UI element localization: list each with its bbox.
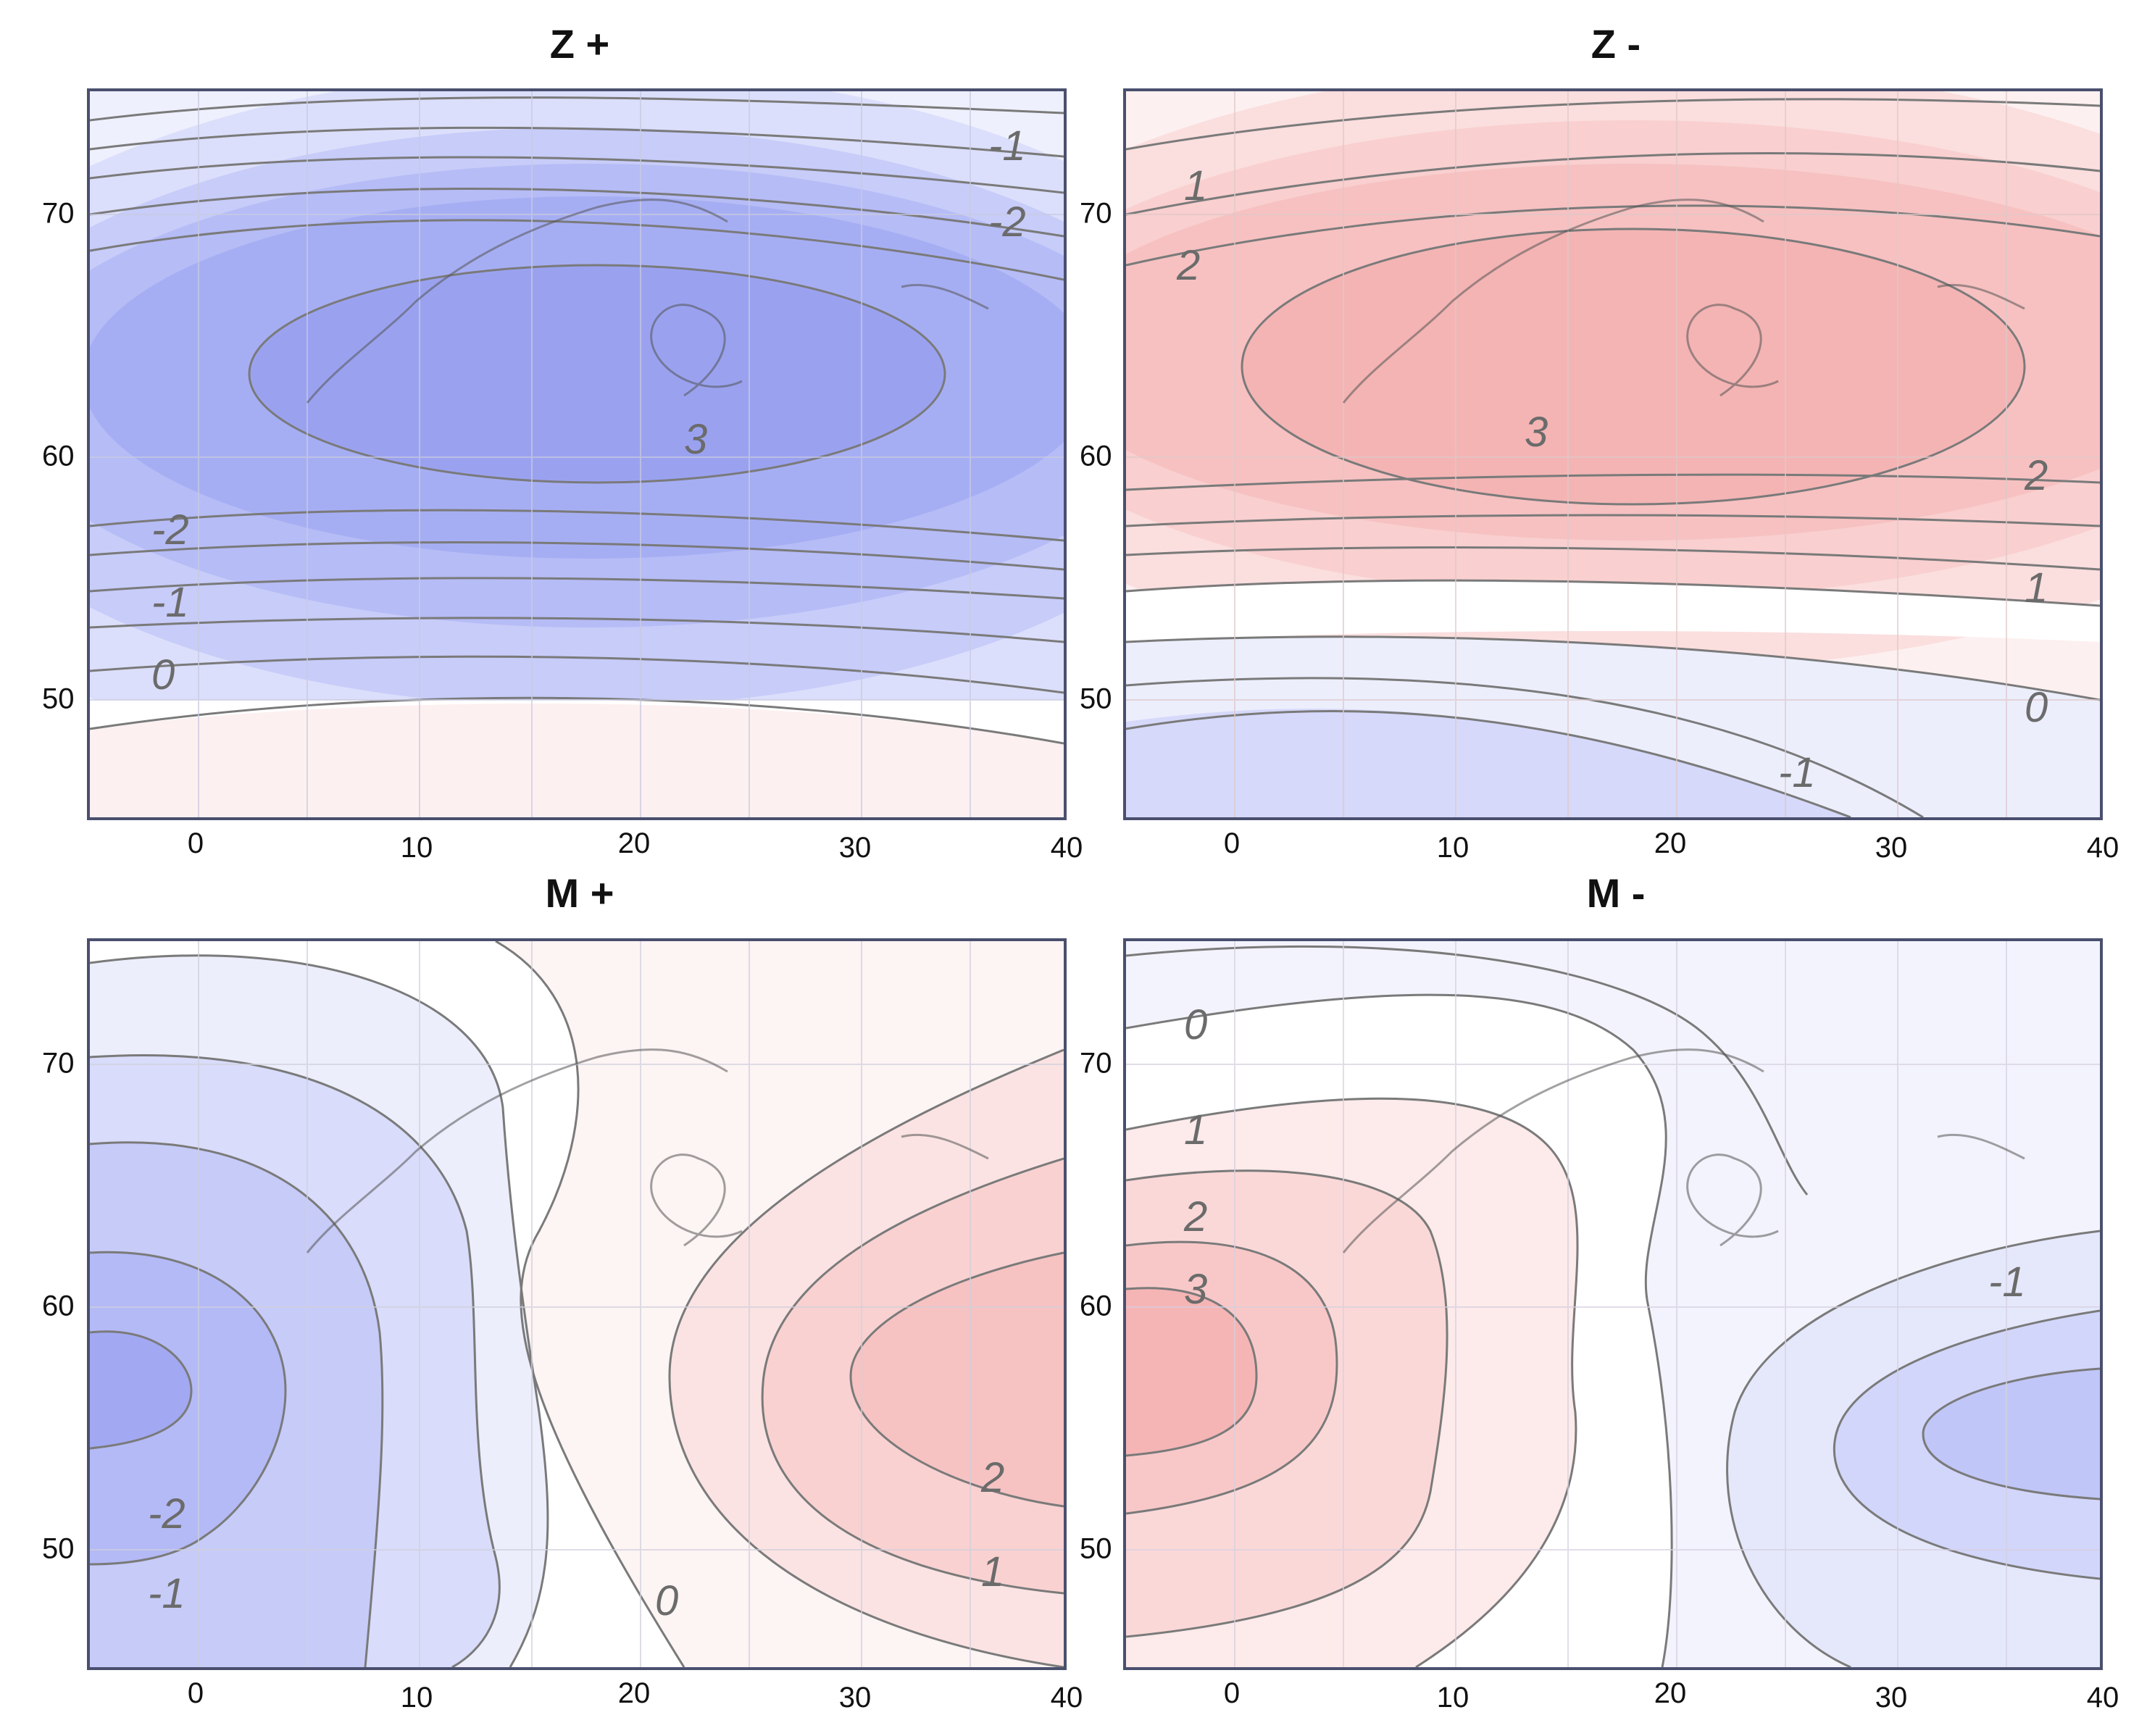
panel-title-zplus: Z +: [549, 21, 610, 67]
map-zminus: 1 2 3 2 1 0 -1: [1123, 88, 2103, 820]
x-tick-label: 0: [187, 827, 204, 859]
x-tick-label: 0: [1223, 1677, 1241, 1709]
x-tick-label: 20: [1654, 1677, 1687, 1709]
contour-label: -2: [148, 1490, 185, 1537]
contour-label: -1: [148, 1570, 185, 1617]
x-tick-label: 0: [187, 1677, 204, 1709]
x-tick-label: 40: [1050, 832, 1083, 864]
y-tick-label: 50: [42, 1532, 75, 1565]
y-tick-label: 50: [42, 683, 75, 715]
y-tick-label: 50: [1080, 683, 1112, 715]
contour-label: 2: [1176, 242, 1200, 289]
contour-label: 2: [2024, 452, 2048, 499]
contour-label: -1: [1778, 749, 1816, 796]
contour-label: -1: [151, 579, 189, 626]
x-tick-label: 10: [400, 832, 433, 864]
panel-title-mminus: M -: [1586, 870, 1646, 916]
contour-label: 1: [981, 1548, 1004, 1595]
y-tick-label: 70: [42, 197, 75, 230]
contour-label: -2: [988, 199, 1026, 246]
contour-label: 1: [1184, 162, 1207, 209]
y-tick-label: 60: [1080, 1290, 1112, 1322]
y-tick-label: 60: [1080, 440, 1112, 472]
contour-label: 3: [684, 416, 707, 463]
x-tick-label: 10: [1436, 1682, 1469, 1714]
x-tick-label: 10: [1436, 832, 1469, 864]
contour-label: 2: [980, 1454, 1004, 1501]
contour-label: 3: [1184, 1266, 1207, 1313]
map-zplus: -1 -2 3 -2 -1 0: [87, 88, 1067, 820]
contour-label: -1: [988, 122, 1026, 170]
y-tick-label: 60: [42, 1290, 75, 1322]
x-tick-label: 30: [838, 832, 872, 864]
y-tick-label: 70: [1080, 1047, 1112, 1080]
x-tick-label: 0: [1223, 827, 1241, 859]
contour-label: 1: [1184, 1106, 1207, 1153]
map-mplus: -2 -1 0 1 2: [87, 938, 1067, 1670]
x-tick-label: 30: [838, 1682, 872, 1714]
x-tick-label: 40: [2086, 1682, 2119, 1714]
x-tick-label: 40: [1050, 1682, 1083, 1714]
contour-label: 1: [2025, 564, 2048, 612]
contour-label: 0: [1184, 1001, 1207, 1048]
contour-label: 3: [1525, 409, 1548, 456]
x-tick-label: 20: [1654, 827, 1687, 859]
contour-label: -2: [151, 506, 189, 554]
x-tick-label: 10: [400, 1682, 433, 1714]
map-mminus: 0 1 2 3 -1: [1123, 938, 2103, 1670]
contour-label: 0: [655, 1577, 678, 1624]
y-tick-label: 60: [42, 440, 75, 472]
y-tick-label: 50: [1080, 1532, 1112, 1565]
x-tick-label: 20: [617, 827, 651, 859]
x-tick-label: 30: [1875, 1682, 1908, 1714]
x-tick-label: 20: [617, 1677, 651, 1709]
x-tick-label: 30: [1875, 832, 1908, 864]
contour-label: 2: [1183, 1193, 1207, 1240]
contour-label: 0: [2025, 684, 2048, 731]
y-tick-label: 70: [42, 1047, 75, 1080]
contour-label: 0: [151, 651, 175, 698]
y-tick-label: 70: [1080, 197, 1112, 230]
panel-title-mplus: M +: [545, 870, 614, 916]
x-tick-label: 40: [2086, 832, 2119, 864]
panel-title-zminus: Z -: [1591, 21, 1641, 67]
contour-label: -1: [1988, 1259, 2026, 1306]
